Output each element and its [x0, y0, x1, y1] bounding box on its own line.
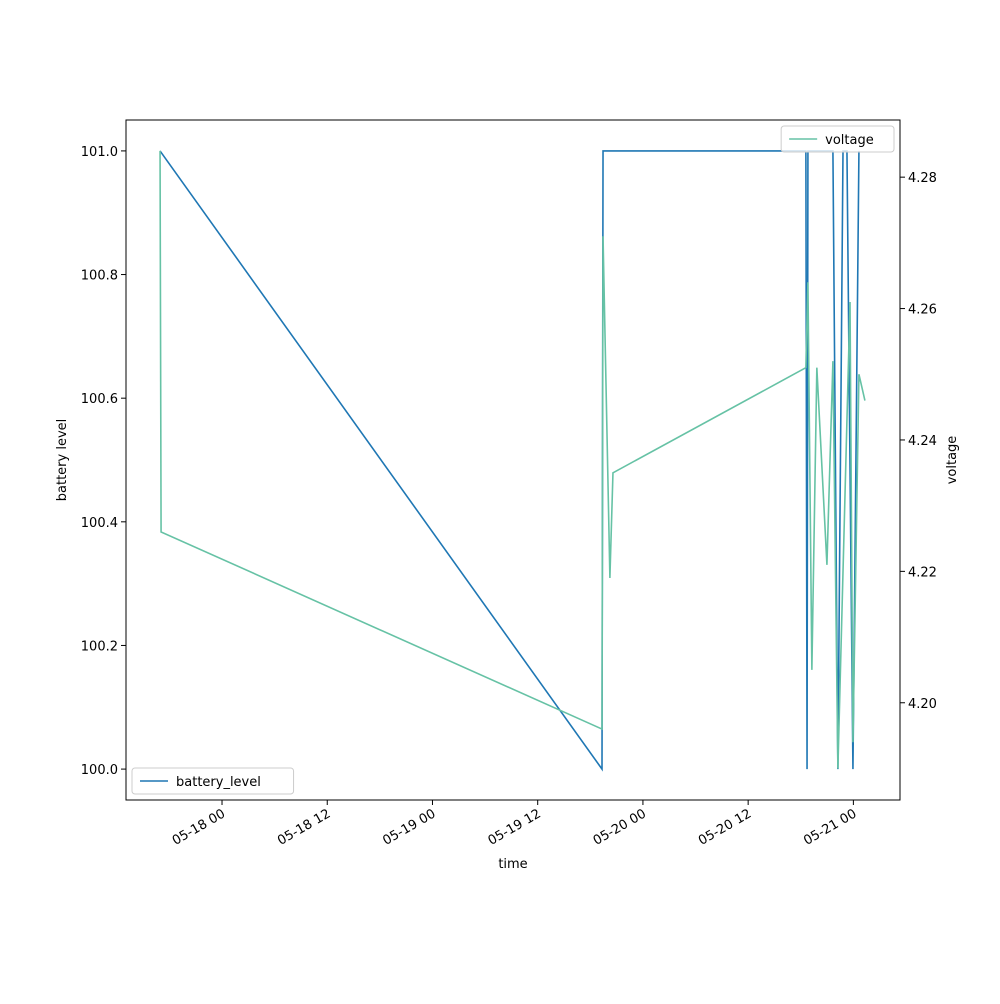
data-line: [159, 150, 866, 769]
y2-tick-label: 4.26: [908, 303, 937, 318]
legend: voltage: [780, 125, 895, 153]
y-tick-label: 100.2: [81, 639, 118, 654]
y2-axis-label: voltage: [945, 436, 960, 485]
x-axis-label: time: [498, 857, 527, 872]
y-tick-label: 100.6: [81, 392, 118, 407]
legend-box: [131, 767, 295, 795]
legend-label: voltage: [825, 133, 874, 148]
y2-tick-label: 4.24: [908, 434, 937, 449]
y-tick-label: 100.8: [81, 269, 118, 284]
y-tick-label: 100.0: [81, 763, 118, 778]
y-tick-label: 100.4: [81, 516, 118, 531]
y2-tick-label: 4.20: [908, 697, 937, 712]
legend: battery_level: [131, 767, 295, 795]
plot-frame: [125, 119, 901, 801]
y2-tick-label: 4.22: [908, 565, 937, 580]
legend-box: [780, 125, 895, 153]
y-tick-label: 101.0: [81, 145, 118, 160]
y2-tick-label: 4.28: [908, 171, 937, 186]
legend-label: battery_level: [176, 775, 261, 790]
y-axis-label: battery level: [55, 419, 70, 502]
